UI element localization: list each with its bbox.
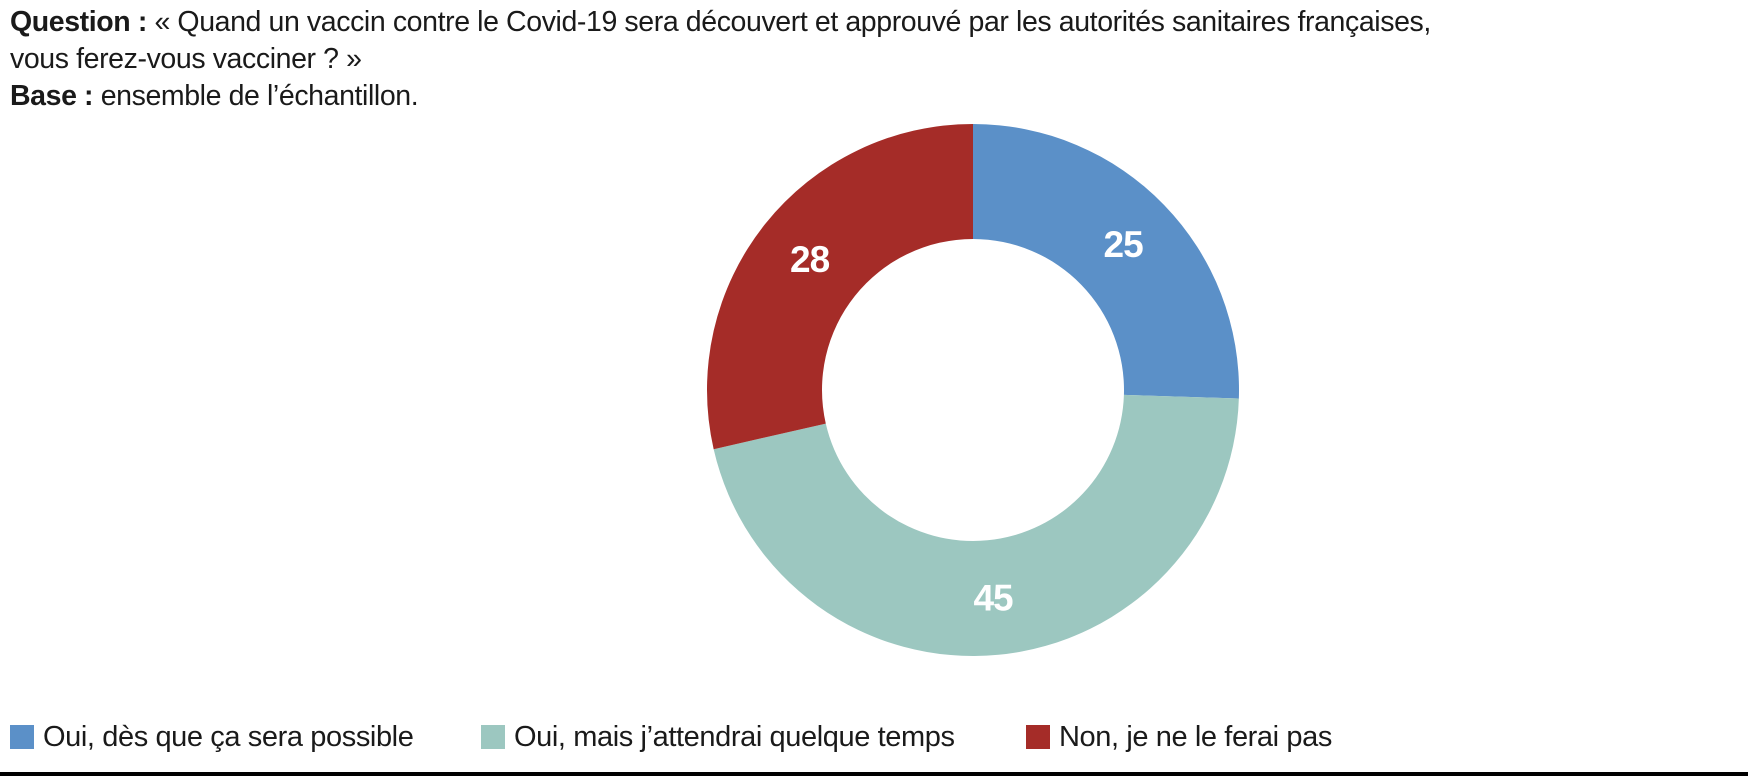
legend-label: Oui, mais j’attendrai quelque temps	[514, 720, 955, 753]
question-text-line2: vous ferez-vous vacciner ? »	[10, 43, 362, 75]
base-label: Base :	[10, 80, 94, 112]
chart-legend: Oui, dès que ça sera possible Oui, mais j…	[0, 719, 1748, 759]
legend-color-swatch-icon	[1026, 725, 1050, 749]
legend-item: Oui, mais j’attendrai quelque temps	[481, 719, 955, 755]
legend-label: Oui, dès que ça sera possible	[43, 720, 414, 753]
donut-segment-0	[973, 124, 1239, 399]
segment-value-label: 28	[790, 239, 830, 280]
question-line-1: Question : « Quand un vaccin contre le C…	[10, 4, 1620, 41]
donut-chart: 25 45 28	[707, 124, 1239, 657]
segment-value-label: 25	[1104, 224, 1144, 265]
question-block: Question : « Quand un vaccin contre le C…	[10, 4, 1620, 115]
question-line-2: vous ferez-vous vacciner ? »	[10, 41, 1620, 78]
donut-segment-1	[713, 394, 1239, 657]
legend-color-swatch-icon	[481, 725, 505, 749]
question-text-line1: « Quand un vaccin contre le Covid-19 ser…	[154, 6, 1431, 38]
segment-value-label: 45	[973, 578, 1013, 619]
legend-label: Non, je ne le ferai pas	[1059, 720, 1332, 753]
base-line: Base : ensemble de l’échantillon.	[10, 78, 1620, 115]
legend-item: Non, je ne le ferai pas	[1026, 719, 1332, 755]
legend-color-swatch-icon	[10, 725, 34, 749]
donut-segment-2	[707, 124, 973, 450]
bottom-divider	[0, 772, 1748, 776]
question-label: Question :	[10, 6, 147, 38]
legend-item: Oui, dès que ça sera possible	[10, 719, 414, 755]
base-text: ensemble de l’échantillon.	[100, 80, 419, 112]
